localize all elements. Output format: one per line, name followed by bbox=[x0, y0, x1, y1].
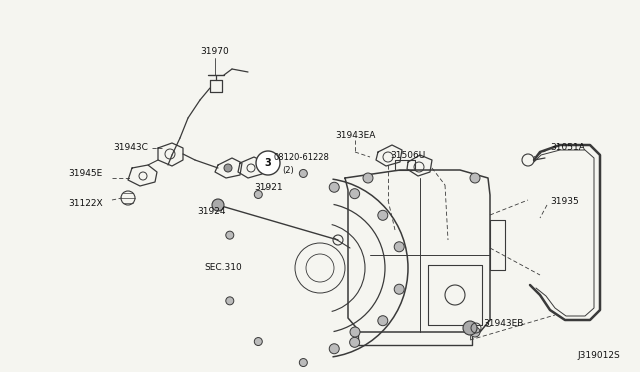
Text: 31935: 31935 bbox=[550, 198, 579, 206]
Text: 31945E: 31945E bbox=[68, 169, 102, 177]
Circle shape bbox=[300, 170, 307, 177]
Text: 31943C: 31943C bbox=[113, 144, 148, 153]
Circle shape bbox=[378, 210, 388, 220]
Text: 08120-61228: 08120-61228 bbox=[274, 154, 330, 163]
Circle shape bbox=[212, 199, 224, 211]
Text: 31122X: 31122X bbox=[68, 199, 102, 208]
Text: 31506U: 31506U bbox=[390, 151, 425, 160]
Text: (2): (2) bbox=[282, 166, 294, 174]
Text: 31970: 31970 bbox=[200, 48, 229, 57]
Circle shape bbox=[470, 173, 480, 183]
Text: 31943EA: 31943EA bbox=[335, 131, 375, 141]
Circle shape bbox=[394, 242, 404, 252]
Circle shape bbox=[350, 327, 360, 337]
Text: 3: 3 bbox=[264, 158, 271, 168]
Circle shape bbox=[394, 284, 404, 294]
Circle shape bbox=[329, 182, 339, 192]
Text: SEC.310: SEC.310 bbox=[204, 263, 242, 272]
Circle shape bbox=[300, 359, 307, 366]
Circle shape bbox=[226, 231, 234, 239]
Text: 31924: 31924 bbox=[198, 208, 227, 217]
Text: 31921: 31921 bbox=[254, 183, 283, 192]
Text: J319012S: J319012S bbox=[577, 350, 620, 359]
Circle shape bbox=[349, 337, 360, 347]
Text: 31943EB: 31943EB bbox=[483, 318, 524, 327]
Circle shape bbox=[224, 164, 232, 172]
Circle shape bbox=[463, 321, 477, 335]
Circle shape bbox=[254, 337, 262, 346]
Circle shape bbox=[256, 151, 280, 175]
Circle shape bbox=[329, 344, 339, 354]
Text: 31051A: 31051A bbox=[550, 144, 585, 153]
Circle shape bbox=[363, 173, 373, 183]
Circle shape bbox=[226, 297, 234, 305]
Circle shape bbox=[254, 190, 262, 198]
Circle shape bbox=[349, 189, 360, 199]
Circle shape bbox=[470, 327, 480, 337]
Circle shape bbox=[378, 316, 388, 326]
